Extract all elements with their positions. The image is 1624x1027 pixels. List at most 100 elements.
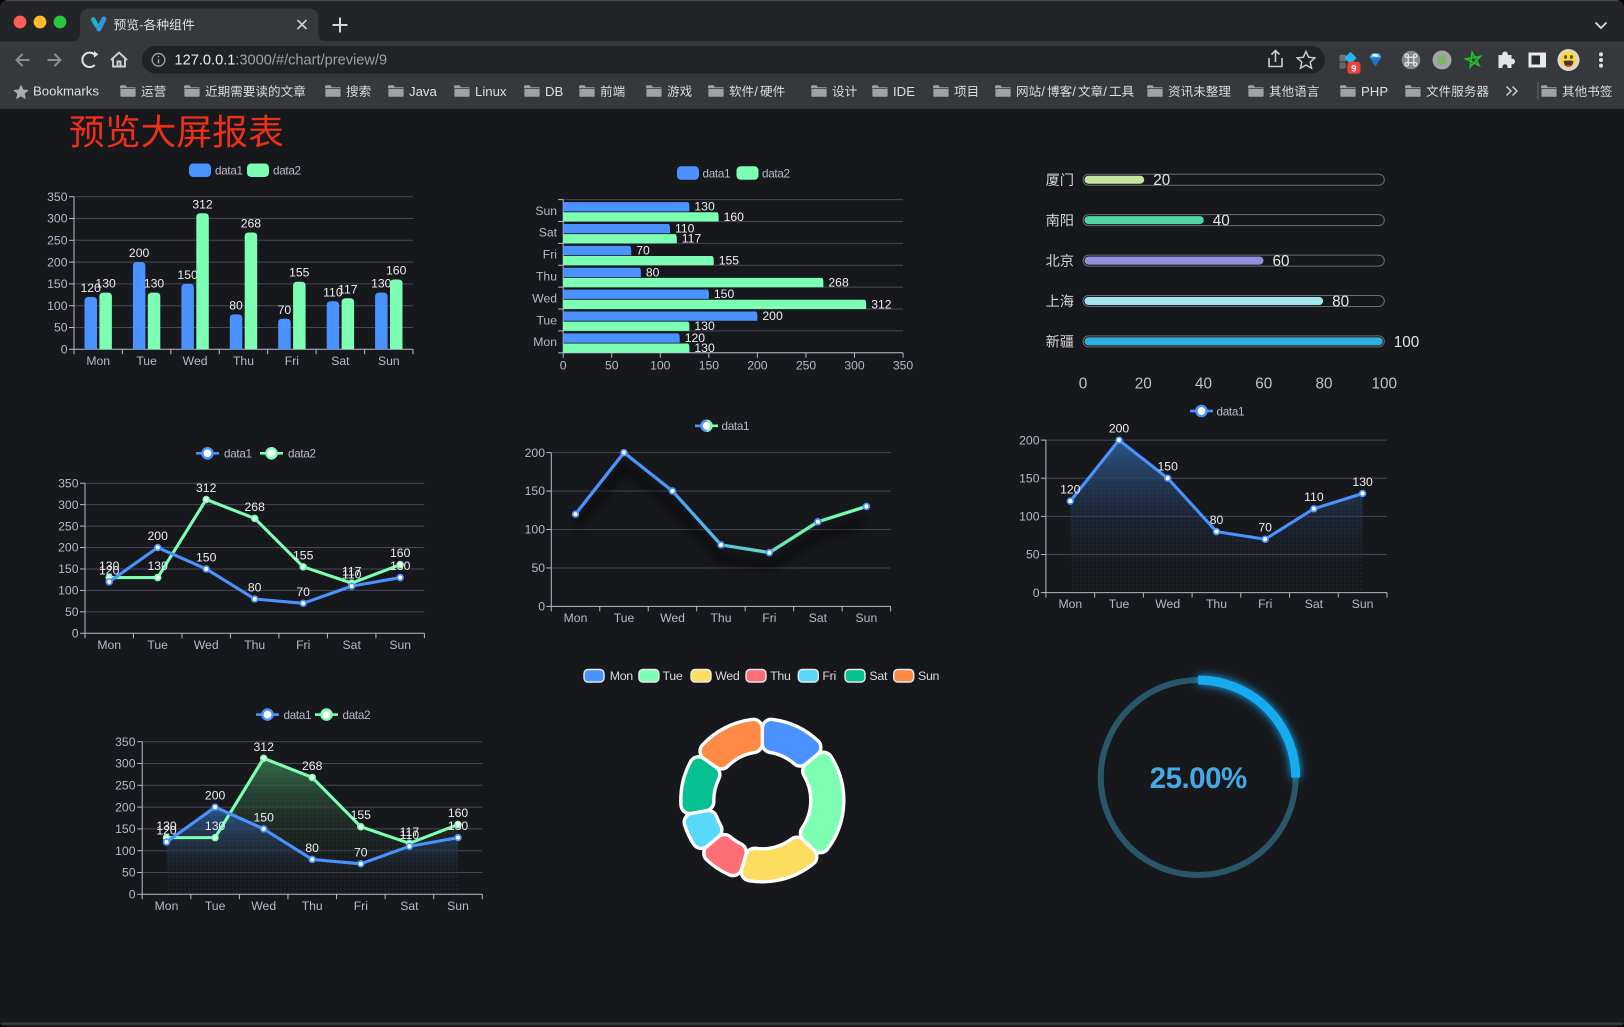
svg-text:120: 120 <box>156 824 177 838</box>
svg-text:Mon: Mon <box>533 335 557 349</box>
svg-text:70: 70 <box>1258 521 1272 535</box>
svg-text:60: 60 <box>1255 376 1272 393</box>
svg-text:150: 150 <box>115 822 136 836</box>
svg-text:80: 80 <box>248 581 262 595</box>
svg-text:Sun: Sun <box>378 354 400 368</box>
svg-text:80: 80 <box>305 841 319 855</box>
svg-text:350: 350 <box>115 735 136 749</box>
svg-text:80: 80 <box>1315 376 1332 393</box>
svg-text:120: 120 <box>1060 483 1081 497</box>
svg-text:200: 200 <box>1109 422 1130 436</box>
svg-text:20: 20 <box>1135 376 1152 393</box>
svg-text:120: 120 <box>99 563 120 577</box>
svg-text:50: 50 <box>54 321 68 335</box>
svg-text:150: 150 <box>58 562 79 576</box>
svg-text:200: 200 <box>762 309 783 323</box>
svg-text:Fri: Fri <box>296 638 310 652</box>
svg-text:0: 0 <box>61 343 68 357</box>
svg-text:data1: data1 <box>224 448 252 461</box>
svg-text:Sun: Sun <box>856 611 878 625</box>
svg-text:Sat: Sat <box>400 899 419 913</box>
svg-text:25.00%: 25.00% <box>1150 762 1247 795</box>
svg-text:20: 20 <box>1153 172 1170 189</box>
svg-text:Tue: Tue <box>614 611 635 625</box>
svg-text:130: 130 <box>390 559 411 573</box>
svg-text:100: 100 <box>58 584 79 598</box>
svg-text:Sun: Sun <box>535 204 557 218</box>
svg-text:Wed: Wed <box>532 291 557 305</box>
svg-text:0: 0 <box>72 627 79 641</box>
svg-text:Tue: Tue <box>147 638 168 652</box>
svg-text:250: 250 <box>115 779 136 793</box>
svg-text:/: / <box>754 84 758 99</box>
svg-text:/: / <box>1041 84 1045 99</box>
svg-text:130: 130 <box>156 819 177 833</box>
svg-text:250: 250 <box>58 519 79 533</box>
svg-text:160: 160 <box>386 264 407 278</box>
svg-text:Tue: Tue <box>1109 597 1130 611</box>
svg-text:Sat: Sat <box>331 354 350 368</box>
svg-text:50: 50 <box>605 358 619 372</box>
svg-text:60: 60 <box>1273 253 1290 270</box>
svg-text:100: 100 <box>1372 376 1398 393</box>
svg-text:200: 200 <box>1019 433 1040 447</box>
svg-text:data1: data1 <box>215 165 243 178</box>
svg-text:40: 40 <box>1195 376 1212 393</box>
svg-text:100: 100 <box>115 844 136 858</box>
svg-text:120: 120 <box>81 281 102 295</box>
svg-text:data2: data2 <box>288 448 316 461</box>
svg-text:155: 155 <box>293 548 314 562</box>
svg-text:250: 250 <box>796 358 817 372</box>
svg-text:Mon: Mon <box>610 669 634 683</box>
svg-text:Thu: Thu <box>244 638 265 652</box>
svg-text:50: 50 <box>122 866 136 880</box>
svg-text:0: 0 <box>560 358 567 372</box>
svg-text:130: 130 <box>1352 475 1373 489</box>
svg-text:350: 350 <box>58 476 79 490</box>
svg-text:Thu: Thu <box>233 354 254 368</box>
svg-text:200: 200 <box>115 800 136 814</box>
svg-text:300: 300 <box>47 212 68 226</box>
svg-text:70: 70 <box>636 244 650 258</box>
svg-text:Wed: Wed <box>183 354 208 368</box>
svg-text:150: 150 <box>699 358 720 372</box>
svg-text:data1: data1 <box>284 709 312 722</box>
svg-text:160: 160 <box>448 806 469 820</box>
svg-text:117: 117 <box>342 565 362 579</box>
svg-text:150: 150 <box>714 287 735 301</box>
svg-text:117: 117 <box>682 232 702 246</box>
svg-text:50: 50 <box>1026 548 1040 562</box>
svg-text:130: 130 <box>371 277 392 291</box>
svg-text:0: 0 <box>129 888 136 902</box>
svg-text:data1: data1 <box>703 167 731 180</box>
svg-text:130: 130 <box>694 200 715 214</box>
svg-text:110: 110 <box>1304 490 1324 504</box>
svg-text:Tue: Tue <box>205 899 226 913</box>
svg-text:117: 117 <box>400 825 420 839</box>
svg-text:268: 268 <box>302 759 323 773</box>
svg-text:150: 150 <box>196 551 217 565</box>
svg-text:312: 312 <box>254 740 275 754</box>
svg-text:data1: data1 <box>1217 405 1245 418</box>
svg-text:Fri: Fri <box>285 354 299 368</box>
svg-text:160: 160 <box>724 210 745 224</box>
svg-text:70: 70 <box>354 845 368 859</box>
svg-text:130: 130 <box>694 319 715 333</box>
svg-text:0: 0 <box>1033 586 1040 600</box>
svg-text:Tue: Tue <box>136 354 157 368</box>
svg-text:130: 130 <box>148 559 169 573</box>
svg-text:268: 268 <box>241 217 262 231</box>
svg-text:DB: DB <box>545 84 564 99</box>
svg-text:130: 130 <box>99 559 120 573</box>
svg-text:Mon: Mon <box>564 611 588 625</box>
svg-text:130: 130 <box>448 819 469 833</box>
svg-text:100: 100 <box>1019 510 1040 524</box>
svg-text:0: 0 <box>1079 376 1088 393</box>
svg-text:200: 200 <box>58 541 79 555</box>
svg-text:Mon: Mon <box>97 638 121 652</box>
svg-text:268: 268 <box>245 500 266 514</box>
svg-text:Sun: Sun <box>389 638 411 652</box>
svg-text:data2: data2 <box>762 167 790 180</box>
svg-text:70: 70 <box>296 585 310 599</box>
svg-text:Mon: Mon <box>155 899 179 913</box>
